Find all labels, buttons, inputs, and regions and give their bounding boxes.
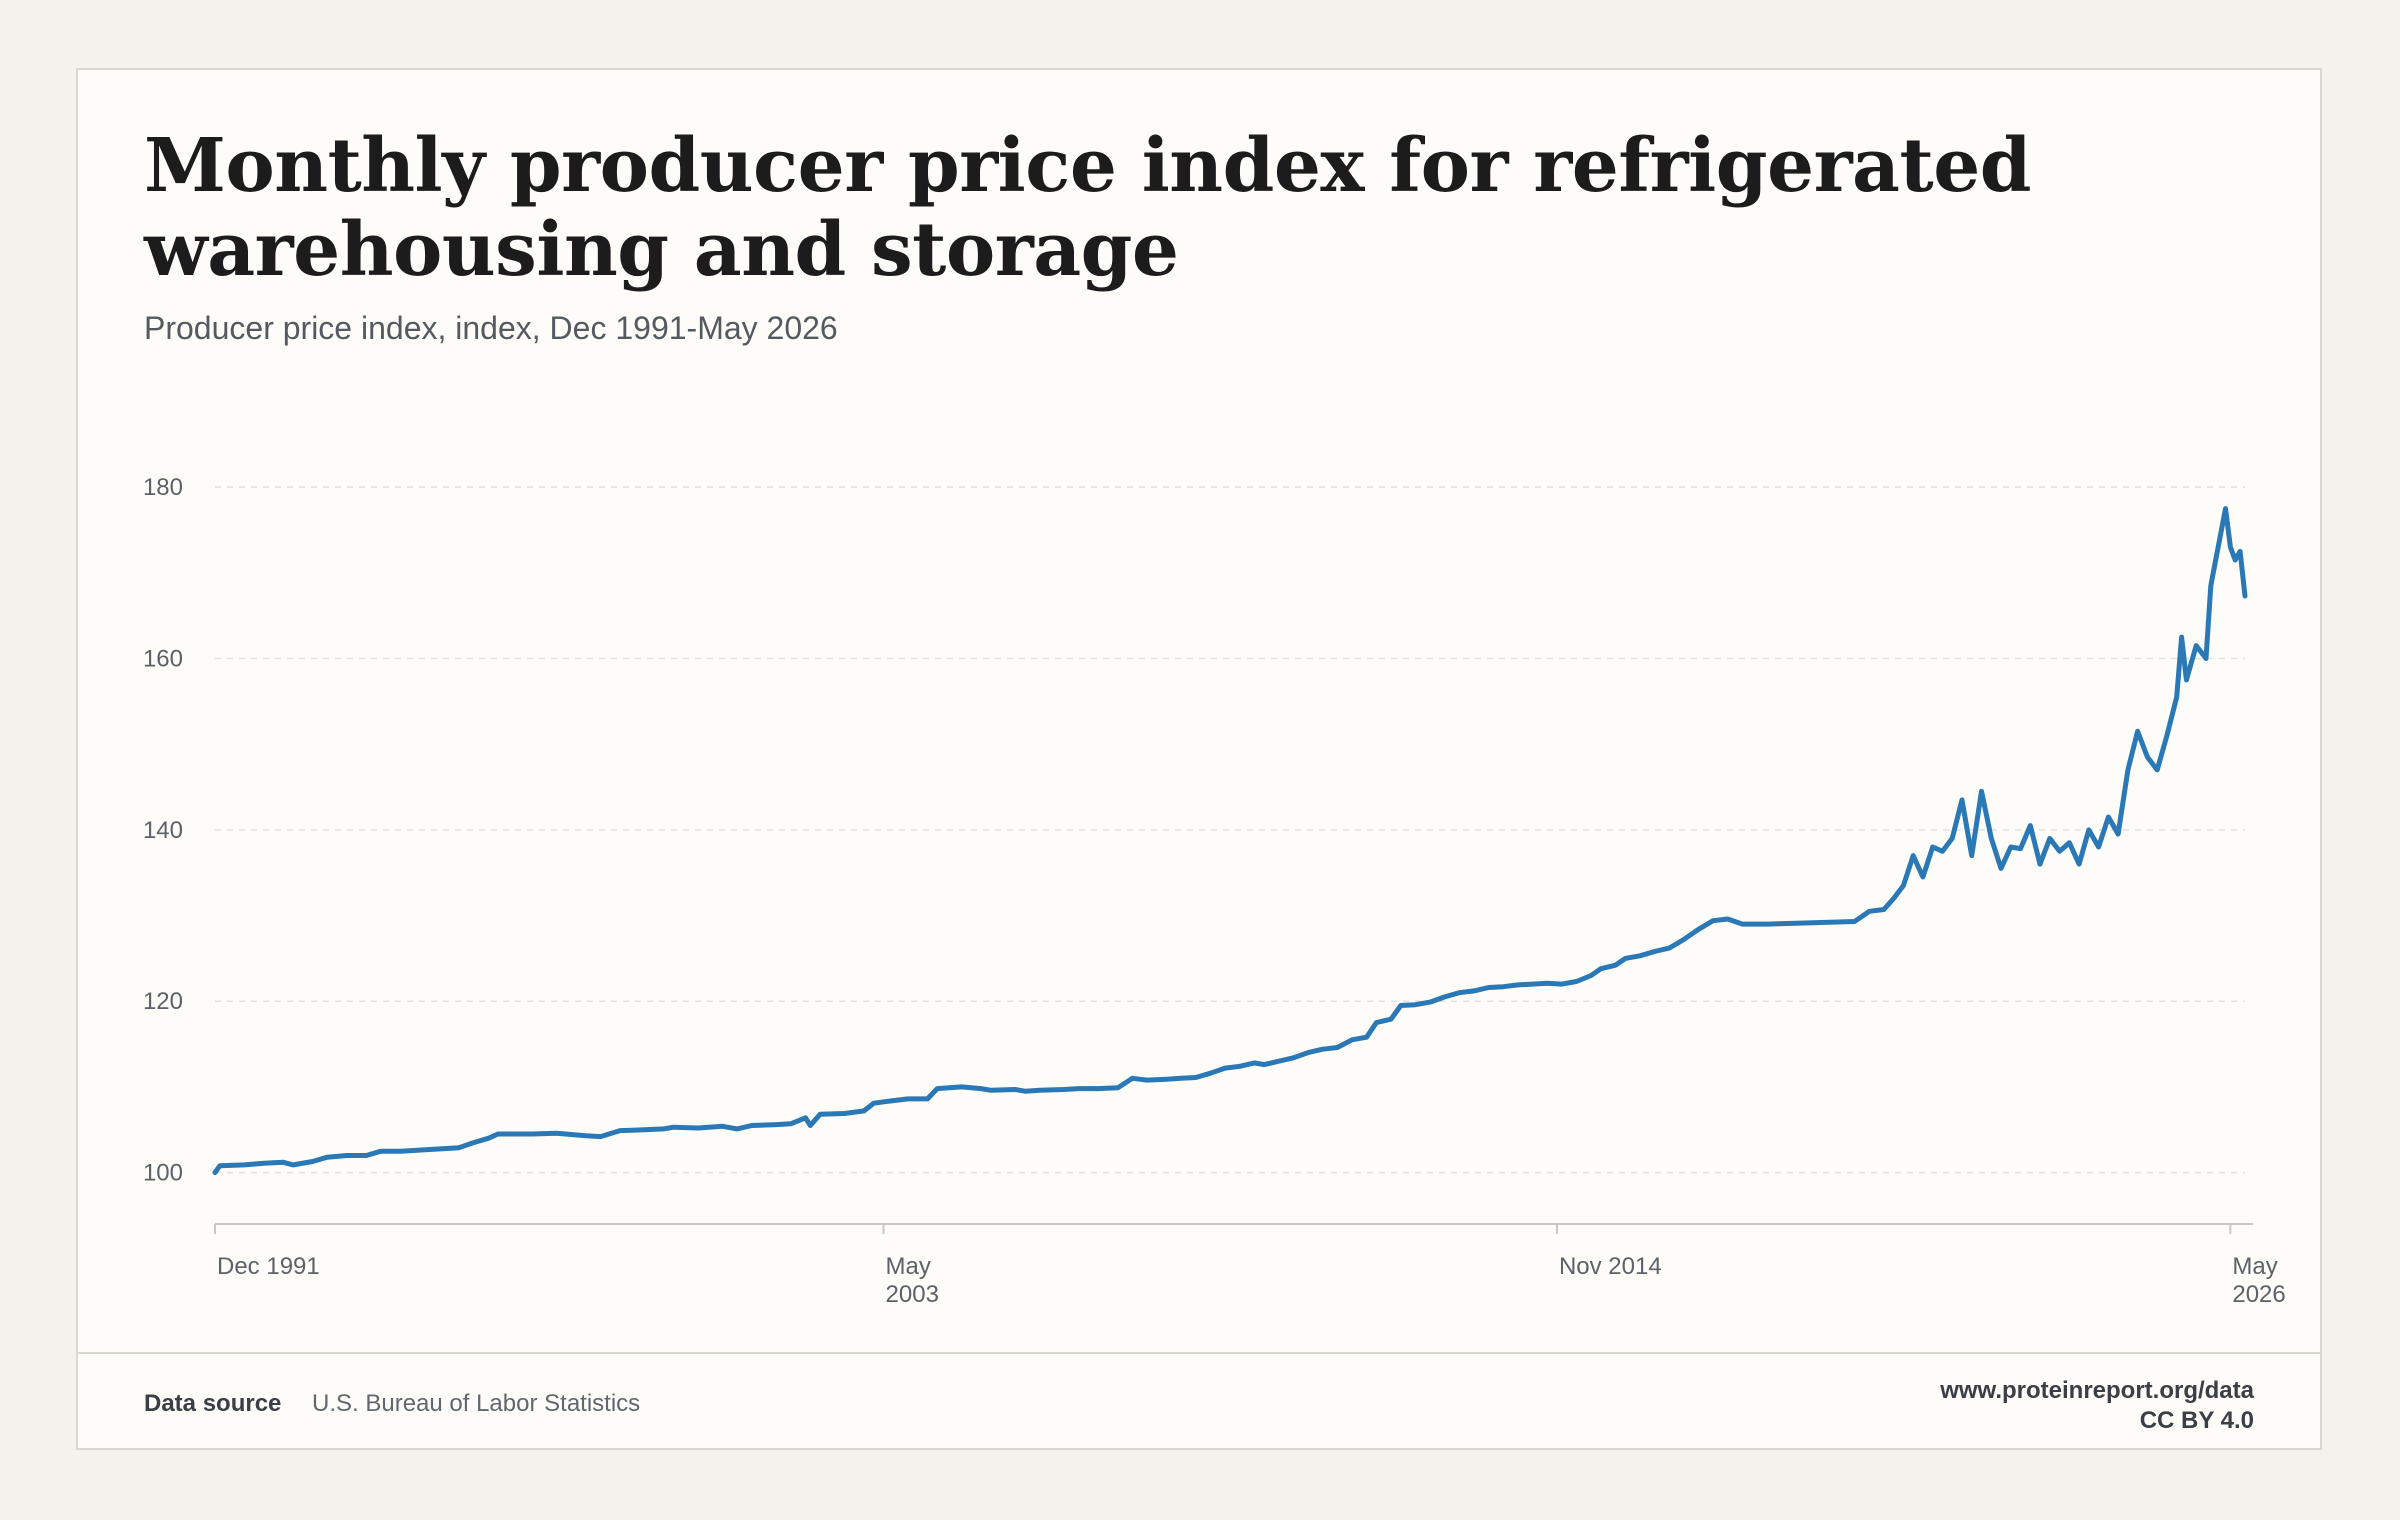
x-tick-label-line: Nov 2014 xyxy=(1559,1253,1662,1280)
chart-card: Monthly producer price index for refrige… xyxy=(76,68,2322,1450)
x-tick-label-1: May 2003 xyxy=(886,1253,939,1308)
x-tick-label-line: 2003 xyxy=(886,1281,939,1308)
footer-url[interactable]: www.proteinreport.org/data xyxy=(1940,1377,2254,1404)
footer-divider xyxy=(78,1352,2320,1354)
chart-subtitle: Producer price index, index, Dec 1991-Ma… xyxy=(144,310,838,346)
y-tick-label-140: 140 xyxy=(143,817,183,844)
x-tick-label-line: Dec 1991 xyxy=(217,1253,320,1280)
y-tick-label-120: 120 xyxy=(143,988,183,1015)
data-source-label: Data source xyxy=(144,1390,282,1417)
x-tick-label-line: May xyxy=(2232,1253,2277,1280)
chart-title: Monthly producer price index for refrige… xyxy=(144,123,2032,293)
series-layer xyxy=(212,506,2248,1176)
grid-layer: 100 120 140 160 180 xyxy=(143,474,2245,1187)
x-tick-label-0: Dec 1991 xyxy=(217,1253,320,1280)
x-tick-label-3: May 2026 xyxy=(2232,1253,2285,1308)
x-tick-label-2: Nov 2014 xyxy=(1559,1253,1662,1280)
x-tick-label-line: 2026 xyxy=(2232,1281,2285,1308)
x-tick-label-line: May xyxy=(886,1253,931,1280)
footer-credits: www.proteinreport.org/data CC BY 4.0 xyxy=(1940,1376,2254,1436)
data-source-value: U.S. Bureau of Labor Statistics xyxy=(312,1390,641,1417)
y-tick-label-180: 180 xyxy=(143,474,183,501)
y-tick-label-100: 100 xyxy=(143,1160,183,1187)
series-line-0 xyxy=(212,506,2248,1176)
footer-license: CC BY 4.0 xyxy=(2139,1407,2254,1434)
y-tick-label-160: 160 xyxy=(143,646,183,673)
